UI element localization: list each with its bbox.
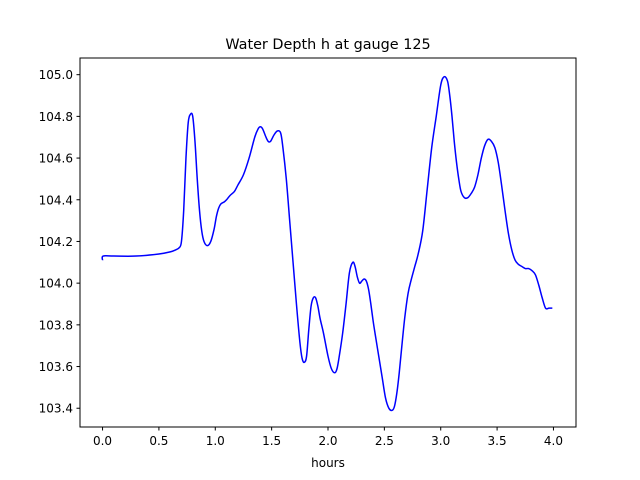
y-tick-label: 104.2 [39,235,73,249]
y-tick-label: 104.6 [39,152,73,166]
y-tick-label: 104.8 [39,110,73,124]
y-tick-label: 105.0 [39,68,73,82]
x-tick-label: 0.5 [149,434,168,448]
y-axis: 103.4 103.6 103.8 104.0 104.2 104.4 104.6 104.8… [39,68,80,416]
x-tick-label: 1.5 [262,434,281,448]
y-tick-label: 104.0 [39,277,73,291]
x-axis: 0.0 0.5 1.0 1.5 2.0 2.5 3.0 3.5 4.0 [93,427,563,448]
chart-title: Water Depth h at gauge 125 [225,37,430,53]
plot-area [101,75,553,412]
y-tick-label: 103.6 [39,360,73,374]
x-tick-label: 3.0 [431,434,450,448]
x-tick-label: 2.0 [318,434,337,448]
x-tick-label: 3.5 [488,434,507,448]
x-tick-label: 2.5 [375,434,394,448]
y-tick-label: 103.4 [39,402,73,416]
y-tick-label: 103.8 [39,318,73,332]
x-tick-label: 4.0 [544,434,563,448]
y-tick-label: 104.4 [39,193,73,207]
x-tick-label: 0.0 [93,434,112,448]
x-tick-label: 1.0 [206,434,225,448]
x-axis-label: hours [311,456,345,470]
series-line [101,75,553,412]
